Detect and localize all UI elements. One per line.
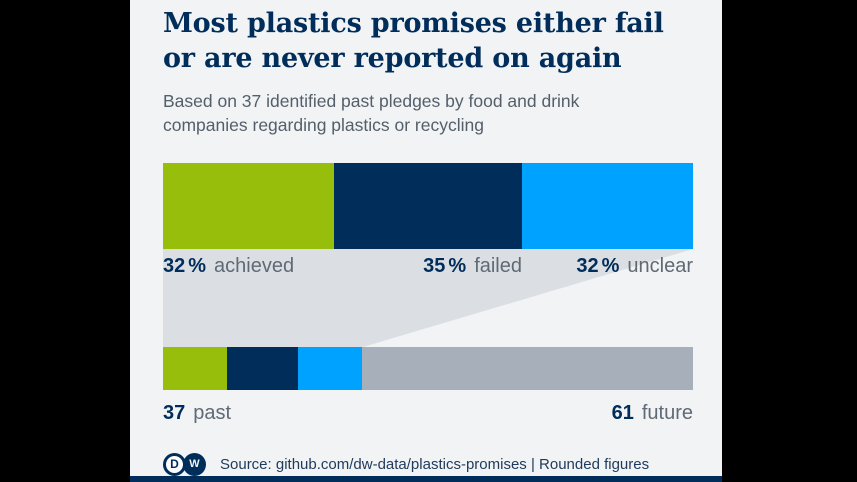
dw-logo: D W — [163, 452, 206, 476]
dw-logo-w-circle: W — [183, 452, 206, 476]
outcome-stacked-bar — [163, 163, 693, 249]
source-text: Source: github.com/dw-data/plastics-prom… — [220, 455, 650, 473]
bottom-accent-strip — [130, 476, 722, 482]
label-unclear-unit: % — [601, 255, 620, 277]
label-past: 37 past — [163, 400, 231, 426]
label-achieved-unit: % — [188, 255, 207, 277]
bar-segment-unclear — [521, 163, 693, 249]
chart-subtitle: Based on 37 identified past pledges by f… — [163, 91, 580, 135]
bar-segment-past-unclear — [297, 347, 362, 390]
label-failed: 35% failed — [423, 253, 522, 279]
label-past-word: past — [193, 402, 232, 424]
label-failed-unit: % — [448, 255, 467, 277]
dw-logo-d-letter: D — [170, 457, 179, 471]
outcome-labels: 32% achieved 35% failed 32% unclear — [163, 253, 693, 281]
bar-segment-past-failed — [227, 347, 298, 390]
chart-title-line2: or are never reported on again — [163, 43, 622, 74]
bar-segment-future — [361, 347, 693, 390]
timeline-labels: 37 past 61 future — [163, 400, 693, 426]
label-future-value: 61 — [611, 402, 634, 424]
bar-segment-achieved — [163, 163, 335, 249]
chart-title: Most plastics promises either fail or ar… — [163, 6, 664, 76]
label-unclear-value: 32 — [576, 255, 599, 277]
funnel-polygon — [163, 249, 693, 347]
footer: D W Source: github.com/dw-data/plastics-… — [163, 452, 693, 476]
bar-segment-past-achieved — [163, 347, 228, 390]
label-failed-word: failed — [474, 255, 522, 277]
label-achieved-word: achieved — [214, 255, 295, 277]
label-unclear: 32% unclear — [576, 253, 693, 279]
bar-segment-failed — [334, 163, 522, 249]
infographic-card: Most plastics promises either fail or ar… — [130, 0, 722, 482]
dw-logo-w-letter: W — [189, 458, 200, 470]
chart-title-line1: Most plastics promises either fail — [163, 8, 664, 39]
funnel-shape — [163, 249, 693, 347]
funnel-chart: 32% achieved 35% failed 32% unclear 37 past — [163, 163, 693, 428]
label-achieved-value: 32 — [163, 255, 186, 277]
label-failed-value: 35 — [423, 255, 446, 277]
label-achieved: 32% achieved — [163, 253, 294, 279]
timeline-stacked-bar — [163, 347, 693, 390]
label-future-word: future — [641, 402, 693, 424]
label-past-value: 37 — [163, 402, 186, 424]
label-unclear-word: unclear — [627, 255, 693, 277]
label-future: 61 future — [612, 400, 693, 426]
